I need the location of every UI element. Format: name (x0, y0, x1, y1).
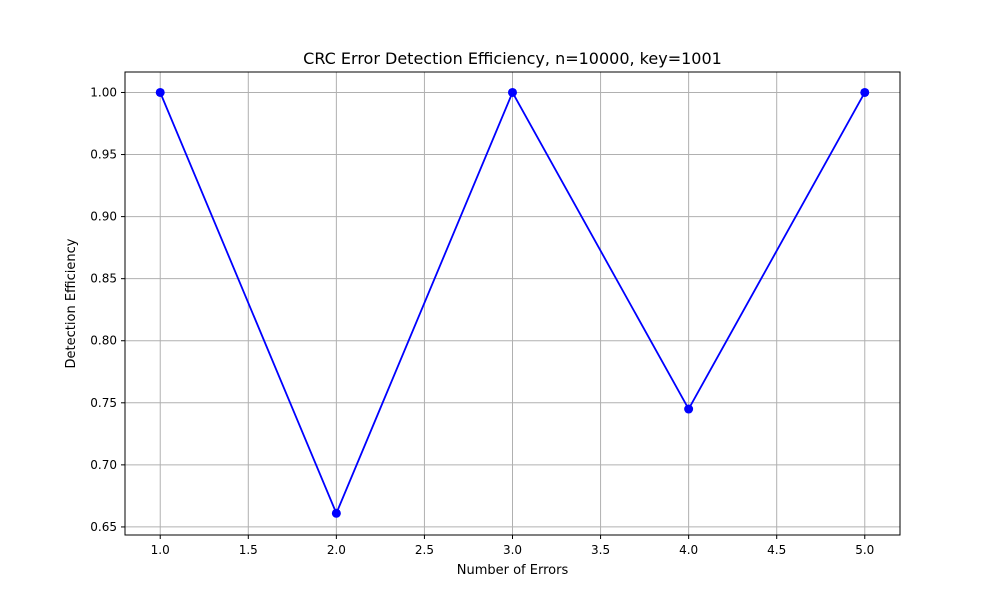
data-point (860, 87, 870, 97)
x-tick-label: 1.5 (239, 543, 258, 557)
x-tick-label: 1.0 (151, 543, 170, 557)
x-tick-label: 5.0 (855, 543, 874, 557)
x-tick-label: 2.5 (415, 543, 434, 557)
y-tick-label: 0.75 (90, 396, 117, 410)
y-axis-label: Detection Efficiency (64, 238, 79, 368)
y-tick-label: 0.65 (90, 520, 117, 534)
chart-title: CRC Error Detection Efficiency, n=10000,… (303, 49, 722, 68)
y-tick-label: 1.00 (90, 85, 117, 99)
x-tick-label: 2.0 (327, 543, 346, 557)
x-tick-label: 3.5 (591, 543, 610, 557)
y-tick-label: 0.85 (90, 272, 117, 286)
tick-layer: 1.0 1.5 2.0 2.5 3.0 3.5 4.0 4.5 5.0 0.65 0.70 0.75 0… (90, 85, 874, 557)
data-point (155, 87, 165, 97)
data-point (684, 404, 694, 414)
x-tick-label: 3.0 (503, 543, 522, 557)
data-point (508, 87, 517, 97)
y-tick-label: 0.80 (90, 334, 117, 348)
y-tick-label: 0.95 (90, 148, 117, 162)
y-tick-label: 0.90 (90, 210, 117, 224)
x-axis-label: Number of Errors (457, 563, 569, 578)
series-layer (155, 87, 870, 518)
x-tick-label: 4.5 (767, 543, 786, 557)
x-tick-label: 4.0 (679, 543, 698, 557)
data-point (331, 508, 341, 518)
y-tick-label: 0.70 (90, 458, 117, 472)
